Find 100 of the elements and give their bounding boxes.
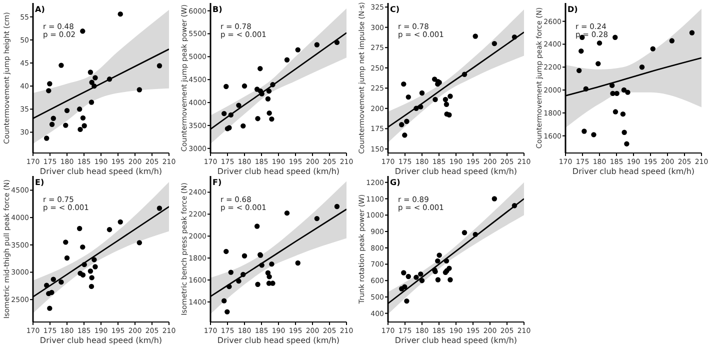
point xyxy=(596,40,602,46)
point xyxy=(591,132,596,138)
point xyxy=(255,116,260,122)
point xyxy=(242,253,248,258)
x-axis-title: Driver club head speed (km/h) xyxy=(40,167,162,176)
point xyxy=(406,274,411,280)
point xyxy=(106,226,112,232)
point xyxy=(118,219,123,225)
chart-title: D) xyxy=(568,5,578,14)
x-axis-title: Driver club head speed (km/h) xyxy=(217,167,340,176)
point xyxy=(295,47,300,52)
chart-title: F) xyxy=(212,178,222,187)
point xyxy=(621,87,627,93)
point xyxy=(402,284,408,290)
point xyxy=(442,96,448,102)
point xyxy=(492,196,498,202)
point xyxy=(620,111,626,117)
point xyxy=(89,275,94,280)
point xyxy=(92,264,98,270)
chart-title: C) xyxy=(390,5,400,14)
point xyxy=(266,110,272,116)
point xyxy=(435,277,441,282)
point xyxy=(689,30,695,36)
point xyxy=(44,282,50,288)
point xyxy=(222,298,227,304)
point xyxy=(88,100,94,105)
point xyxy=(284,210,290,216)
point xyxy=(512,34,518,40)
point xyxy=(609,82,615,88)
chart-title: G) xyxy=(390,178,400,187)
chart-title: E) xyxy=(35,178,44,187)
point xyxy=(436,252,442,258)
point xyxy=(404,298,410,304)
point xyxy=(228,112,234,118)
point xyxy=(419,90,425,96)
point xyxy=(240,272,246,278)
point xyxy=(270,82,276,88)
point xyxy=(314,42,320,48)
point xyxy=(472,34,478,39)
point xyxy=(76,226,82,232)
point xyxy=(612,34,618,40)
point xyxy=(432,96,438,102)
point xyxy=(402,132,408,138)
point xyxy=(240,123,246,129)
chart-title: B) xyxy=(212,5,222,14)
point xyxy=(576,68,582,74)
point xyxy=(406,94,411,100)
point xyxy=(236,102,242,108)
point xyxy=(58,62,64,68)
point xyxy=(92,75,98,80)
point xyxy=(583,86,588,92)
x-axis-title: Driver club head speed (km/h) xyxy=(394,167,518,176)
point xyxy=(50,116,56,121)
point xyxy=(625,90,630,95)
point xyxy=(404,118,410,124)
point xyxy=(92,83,97,89)
x-axis-title: Driver club head speed (km/h) xyxy=(394,336,518,345)
point xyxy=(414,274,419,280)
point xyxy=(265,96,271,102)
point xyxy=(80,115,86,121)
point xyxy=(462,72,468,77)
point xyxy=(446,266,452,271)
point xyxy=(444,102,450,107)
point xyxy=(89,80,94,85)
point xyxy=(88,284,94,290)
point xyxy=(259,262,264,268)
point xyxy=(88,70,94,75)
point xyxy=(596,61,601,66)
point xyxy=(76,106,82,112)
point xyxy=(47,306,52,311)
point xyxy=(106,76,112,82)
point xyxy=(46,88,52,94)
point xyxy=(63,240,68,245)
point xyxy=(269,261,274,267)
point xyxy=(492,40,498,46)
point xyxy=(254,224,260,229)
point xyxy=(650,46,656,52)
point xyxy=(222,110,227,116)
point xyxy=(446,112,452,118)
x-axis-title: Driver club head speed (km/h) xyxy=(40,336,162,345)
point xyxy=(444,258,450,264)
point xyxy=(334,204,340,210)
point xyxy=(58,279,64,285)
point xyxy=(419,278,425,284)
point xyxy=(242,83,248,89)
point xyxy=(314,216,320,222)
point xyxy=(47,81,52,86)
point xyxy=(136,240,142,246)
point xyxy=(80,244,86,250)
point xyxy=(448,94,453,99)
x-axis-title: Driver club head speed (km/h) xyxy=(572,167,695,176)
point xyxy=(118,11,123,17)
point xyxy=(269,116,274,122)
point xyxy=(64,108,70,114)
point xyxy=(266,274,272,280)
point xyxy=(236,278,242,284)
point xyxy=(255,282,260,287)
point xyxy=(270,280,276,286)
point xyxy=(266,88,272,94)
point xyxy=(622,130,627,135)
